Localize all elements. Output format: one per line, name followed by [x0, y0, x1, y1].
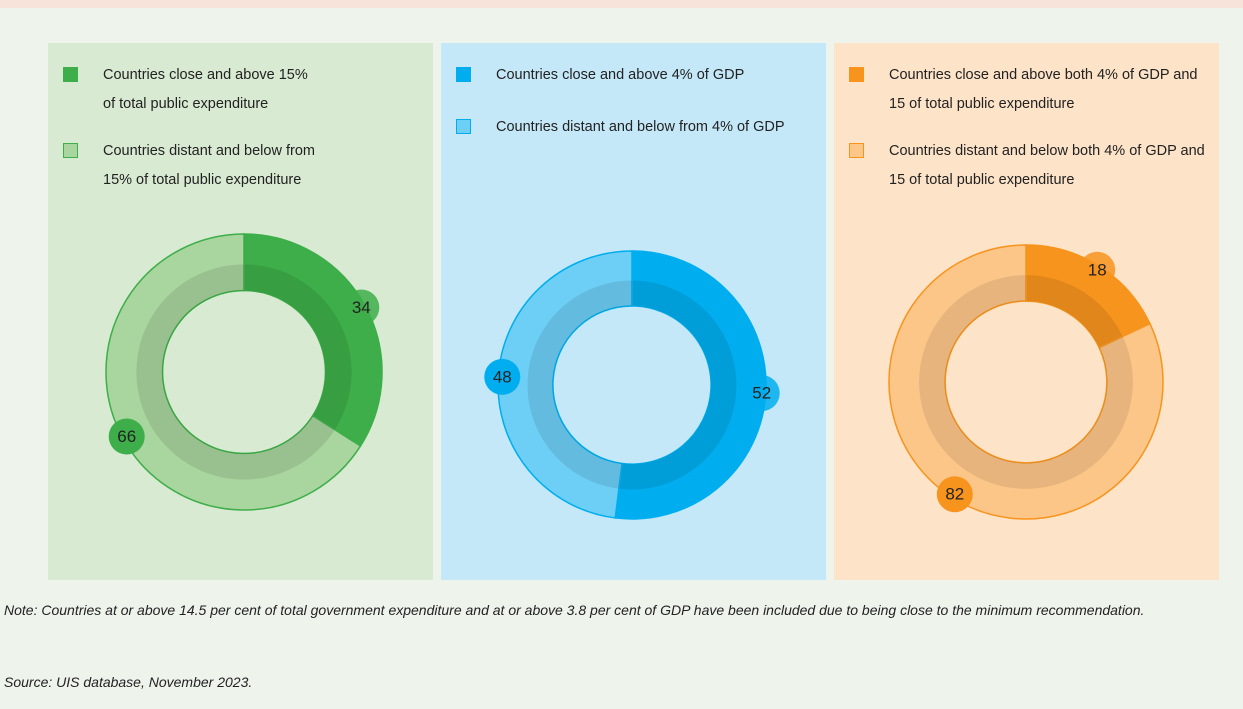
legend-label: Countries close and above 15% of total p…	[103, 67, 308, 112]
legend-swatch	[849, 67, 864, 82]
inner-shade	[1026, 275, 1123, 348]
legend-label: Countries distant and below from 15% of …	[103, 143, 315, 188]
source: Source: UIS database, November 2023.	[4, 674, 253, 690]
value-badge	[936, 476, 973, 513]
note: Note: Countries at or above 14.5 per cen…	[4, 602, 1145, 618]
value-label: 18	[1088, 260, 1107, 279]
legend-swatch	[63, 67, 78, 82]
legend-label: Countries close and above 4% of GDP	[496, 67, 745, 83]
inner-shade	[244, 264, 352, 430]
inner-shade	[527, 280, 632, 489]
value-badge	[1079, 251, 1116, 288]
legend-swatch	[63, 143, 78, 158]
donut-slice	[497, 250, 633, 519]
legend-label: Countries distant and below from 4% of G…	[496, 119, 785, 135]
legend-label: Countries close and above both 4% of GDP…	[889, 67, 1198, 112]
value-badge	[343, 289, 380, 326]
value-label: 66	[117, 427, 136, 446]
donut-slice	[888, 244, 1164, 520]
value-badge	[108, 418, 145, 455]
legend-swatch	[456, 119, 471, 134]
inner-shade	[618, 280, 737, 490]
value-label: 48	[493, 367, 512, 386]
donut-slice	[614, 250, 767, 520]
legend-swatch	[456, 67, 471, 82]
donut-slice	[105, 233, 362, 511]
value-label: 52	[752, 384, 771, 403]
value-label: 34	[352, 298, 371, 317]
value-badge	[743, 375, 780, 412]
value-label: 82	[945, 485, 964, 504]
top-band	[0, 0, 1243, 8]
value-badge	[484, 358, 521, 395]
donut-slice	[243, 233, 383, 447]
legend-label: Countries distant and below both 4% of G…	[889, 143, 1205, 188]
legend-swatch	[849, 143, 864, 158]
